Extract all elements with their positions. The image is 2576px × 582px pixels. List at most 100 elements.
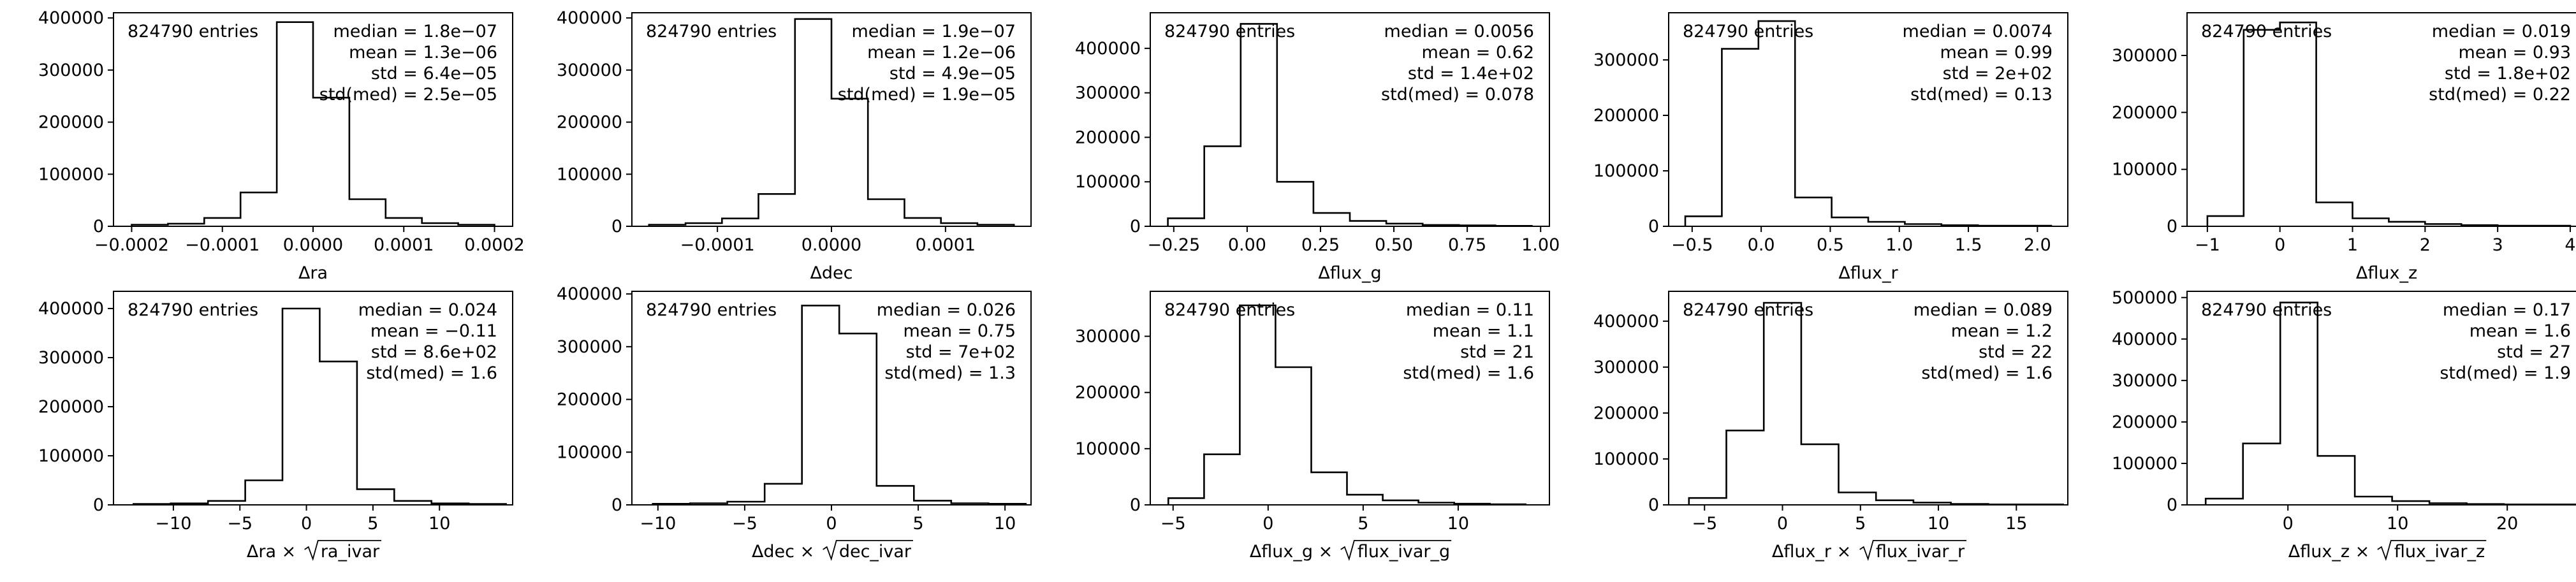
x-tick-label: 0.5 — [1817, 235, 1844, 255]
stat-line: std = 8.6e+02 — [371, 342, 497, 362]
y-tick-label: 100000 — [1593, 161, 1659, 181]
y-tick-label: 200000 — [38, 397, 104, 417]
x-axis-label: Δra — [298, 263, 328, 283]
histogram-step — [1167, 23, 1533, 227]
y-tick-label: 300000 — [1593, 358, 1659, 377]
y-tick-label: 200000 — [2112, 412, 2177, 432]
histogram-step — [648, 18, 1015, 226]
x-tick-label: 3 — [2492, 235, 2503, 255]
histogram-step — [133, 307, 507, 505]
x-tick-label: −5 — [227, 514, 252, 534]
y-tick-label: 100000 — [1075, 439, 1141, 459]
stat-line: std(med) = 0.22 — [2429, 85, 2571, 105]
stat-line: mean = 0.75 — [904, 321, 1016, 341]
histogram-step — [2206, 21, 2572, 227]
stat-line: median = 0.0056 — [1384, 22, 1534, 41]
x-tick-label: 5 — [1358, 514, 1368, 534]
x-tick-label: 20 — [2496, 514, 2518, 534]
axes-frame — [1668, 12, 2068, 227]
stat-line: median = 0.019 — [2432, 22, 2571, 41]
stat-line: mean = 1.2 — [1951, 321, 2053, 341]
sqrt-sign — [1859, 540, 1967, 561]
histogram-panel-7: −10 −5 0 5 10 0 100000 200000 300000 400000 Δdec ×… — [557, 284, 1032, 562]
x-axis-label: Δflux_r × flux_ivar_r — [1772, 542, 1965, 562]
stat-line: std(med) = 0.13 — [1910, 85, 2053, 105]
y-tick-label: 100000 — [38, 164, 104, 184]
axes-frame — [1150, 12, 1550, 227]
axes-frame — [113, 291, 513, 506]
histogram-panel-4: −0.5 0.0 0.5 1.0 1.5 2.0 0 100000 200000 300000 Δf… — [1593, 12, 2068, 283]
y-tick-label: 0 — [1130, 495, 1141, 515]
y-tick-label: 400000 — [38, 8, 104, 28]
stat-line: std = 21 — [1460, 342, 1534, 362]
y-tick-label: 0 — [1648, 217, 1659, 236]
histogram-panel-6: −10 −5 0 5 10 0 100000 200000 300000 400000 Δra × … — [38, 291, 513, 562]
y-tick-label: 400000 — [1075, 39, 1141, 59]
stat-line: mean = 1.3e−06 — [349, 43, 497, 62]
x-tick-label: −5 — [1692, 514, 1717, 534]
x-tick-label: −0.0002 — [94, 235, 169, 255]
x-tick-label: 0.25 — [1301, 235, 1340, 255]
histogram-step — [652, 305, 1027, 505]
sqrt-sign — [823, 540, 913, 561]
x-tick-label: 0.50 — [1375, 235, 1413, 255]
entries-annotation: 824790 entries — [646, 300, 777, 320]
y-tick-label: 200000 — [38, 113, 104, 133]
y-tick-label: 300000 — [557, 61, 622, 80]
y-tick-label: 400000 — [557, 284, 622, 304]
stat-line: median = 1.8e−07 — [333, 22, 497, 41]
x-axis-label: Δdec — [810, 263, 853, 283]
x-tick-label: 4 — [2565, 235, 2575, 255]
y-tick-label: 0 — [1130, 217, 1141, 236]
y-tick-label: 200000 — [557, 113, 622, 133]
stat-line: std(med) = 1.3 — [884, 363, 1016, 383]
stat-line: mean = 0.62 — [1422, 43, 1534, 62]
x-tick-label: 2.0 — [2024, 235, 2051, 255]
stat-line: mean = 1.6 — [2470, 321, 2571, 341]
y-tick-label: 300000 — [1075, 84, 1141, 103]
stat-line: mean = 0.93 — [2459, 43, 2571, 62]
x-tick-label: 15 — [2005, 514, 2027, 534]
x-tick-label: 1.0 — [1885, 235, 1913, 255]
sqrt-sign — [304, 540, 381, 561]
entries-annotation: 824790 entries — [2201, 300, 2332, 320]
entries-annotation: 824790 entries — [1683, 300, 1813, 320]
histogram-panel-3: −0.25 0.00 0.25 0.50 0.75 1.00 0 100000 200000 30… — [1075, 12, 1560, 283]
y-tick-label: 0 — [2167, 217, 2177, 236]
y-tick-label: 200000 — [1593, 106, 1659, 126]
stat-line: mean = 1.2e−06 — [867, 43, 1016, 62]
y-tick-label: 0 — [2167, 495, 2177, 515]
stat-line: std = 22 — [1979, 342, 2053, 362]
x-tick-label: 0.00 — [1228, 235, 1266, 255]
x-tick-label: 0 — [826, 514, 837, 534]
stat-line: std(med) = 2.5e−05 — [319, 85, 497, 105]
entries-annotation: 824790 entries — [2201, 22, 2332, 41]
entries-annotation: 824790 entries — [128, 22, 258, 41]
y-tick-label: 200000 — [557, 390, 622, 410]
x-tick-label: 5 — [1855, 514, 1866, 534]
stat-line: std(med) = 1.9 — [2440, 363, 2571, 383]
y-tick-label: 100000 — [2112, 454, 2177, 474]
stat-line: std = 27 — [2497, 342, 2571, 362]
y-tick-label: 0 — [93, 217, 104, 236]
y-tick-label: 0 — [611, 217, 622, 236]
y-tick-label: 100000 — [557, 442, 622, 462]
y-tick-label: 400000 — [1593, 312, 1659, 331]
histogram-panel-8: −5 0 5 10 0 100000 200000 300000 Δflux_g × flux_… — [1075, 291, 1550, 562]
entries-annotation: 824790 entries — [646, 22, 777, 41]
x-tick-label: −1 — [2195, 235, 2220, 255]
x-tick-label: 10 — [2387, 514, 2408, 534]
x-tick-label: 5 — [912, 514, 923, 534]
y-tick-label: 300000 — [1593, 50, 1659, 70]
x-tick-label: 10 — [994, 514, 1016, 534]
histogram-panel-5: −1 0 1 2 3 4 0 100000 200000 300000 Δflux_z 824790 … — [2112, 12, 2576, 283]
x-tick-label: 1 — [2347, 235, 2358, 255]
x-tick-label: 0.75 — [1448, 235, 1486, 255]
y-tick-label: 0 — [1648, 495, 1659, 515]
stat-line: mean = −0.11 — [370, 321, 497, 341]
y-tick-label: 0 — [93, 495, 104, 515]
x-tick-label: 0 — [301, 514, 312, 534]
stat-line: std = 1.8e+02 — [2445, 64, 2571, 84]
stat-line: std(med) = 1.6 — [366, 363, 497, 383]
y-tick-label: 300000 — [38, 348, 104, 368]
